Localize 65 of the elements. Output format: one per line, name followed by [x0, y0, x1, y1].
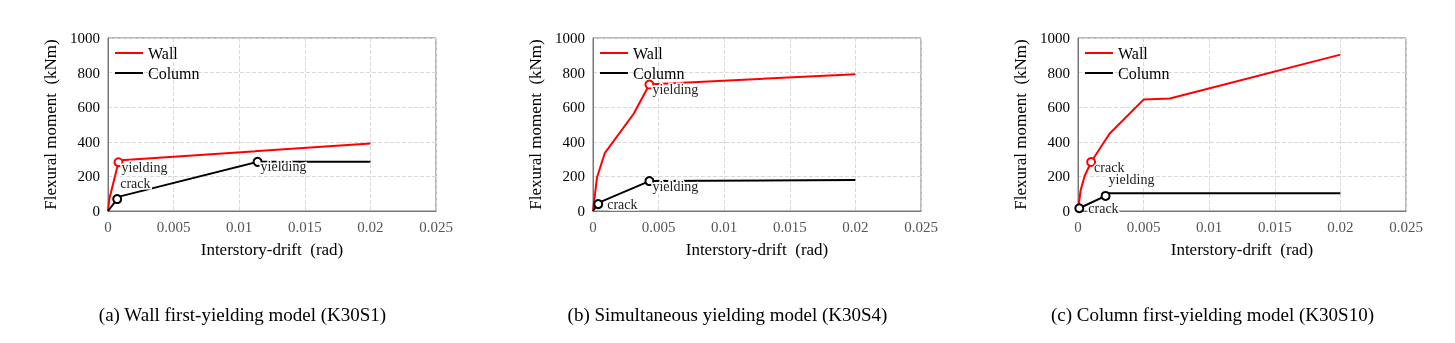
x-tick-label: 0.01	[226, 218, 253, 235]
x-tick-label: 0.01	[1196, 218, 1223, 235]
x-tick-label: 0.01	[711, 218, 738, 235]
x-tick-label: 0.02	[357, 218, 384, 235]
y-tick-label: 800	[1047, 64, 1070, 81]
x-tick-label: 0.015	[772, 218, 807, 235]
y-tick-label: 600	[1047, 99, 1070, 116]
y-tick-label: 400	[1047, 133, 1070, 150]
x-tick-label: 0.005	[641, 218, 676, 235]
y-tick-label: 400	[77, 133, 100, 150]
x-tick-label: 0.015	[1257, 218, 1292, 235]
y-axis-title: Flexural moment (kNm)	[41, 39, 61, 210]
y-tick-label: 800	[77, 64, 100, 81]
point	[1074, 203, 1085, 214]
x-tick-label: 0.005	[1126, 218, 1161, 235]
annotation: crack	[1094, 159, 1125, 175]
x-tick-label: 0.015	[287, 218, 322, 235]
legend-label: Wall	[633, 44, 664, 62]
annotation: crack	[120, 175, 151, 191]
legend-label: Wall	[1118, 44, 1149, 62]
x-tick-label: 0.025	[904, 218, 938, 235]
y-tick-label: 1000	[1040, 30, 1070, 46]
legend-label: Column	[1118, 64, 1170, 82]
x-tick-label: 0	[104, 218, 112, 235]
x-axis-title: Interstory-drift (rad)	[685, 240, 829, 259]
annotation: yielding	[121, 159, 168, 175]
annotation: yielding	[652, 178, 699, 194]
text: (c) Column first-yielding model (K30S10)	[1051, 304, 1374, 326]
annotation: yielding	[652, 82, 699, 98]
text: (a) Wall first-yielding model (K30S1)	[98, 304, 387, 326]
line-series	[592, 176, 857, 212]
line-series	[107, 142, 372, 212]
annotation: crack	[607, 196, 638, 212]
x-tick-label: 0	[1074, 218, 1082, 235]
legend-label: Column	[148, 64, 200, 82]
x-tick-label: 0.02	[842, 218, 869, 235]
point	[112, 194, 123, 205]
y-tick-label: 0	[577, 203, 585, 219]
x-axis-title: Interstory-drift (rad)	[200, 240, 344, 259]
x-tick-label: 0.005	[156, 218, 191, 235]
x-tick-label: 0.02	[1327, 218, 1354, 235]
x-tick-label: 0.025	[1389, 218, 1423, 235]
point	[593, 199, 604, 210]
annotation: yielding	[1108, 172, 1155, 188]
y-tick-label: 0	[92, 203, 100, 219]
legend-label: Column	[633, 64, 685, 82]
y-tick-label: 1000	[70, 30, 100, 46]
y-tick-label: 1000	[555, 30, 585, 46]
y-tick-label: 200	[562, 168, 585, 185]
x-axis-title: Interstory-drift (rad)	[1170, 240, 1314, 259]
x-tick-label: 0.025	[419, 218, 453, 235]
y-tick-label: 800	[562, 64, 585, 81]
y-axis-title: Flexural moment (kNm)	[526, 39, 546, 210]
legend-label: Wall	[148, 44, 179, 62]
annotation: yielding	[260, 159, 307, 175]
y-tick-label: 400	[562, 133, 585, 150]
y-tick-label: 200	[1047, 168, 1070, 185]
y-tick-label: 600	[562, 99, 585, 116]
text: (b) Simultaneous yielding model (K30S4)	[567, 304, 888, 326]
y-tick-label: 200	[77, 168, 100, 185]
y-tick-label: 0	[1062, 203, 1070, 219]
y-tick-label: 600	[77, 99, 100, 116]
y-axis-title: Flexural moment (kNm)	[1011, 39, 1031, 210]
x-tick-label: 0	[589, 218, 597, 235]
point	[1100, 190, 1111, 201]
